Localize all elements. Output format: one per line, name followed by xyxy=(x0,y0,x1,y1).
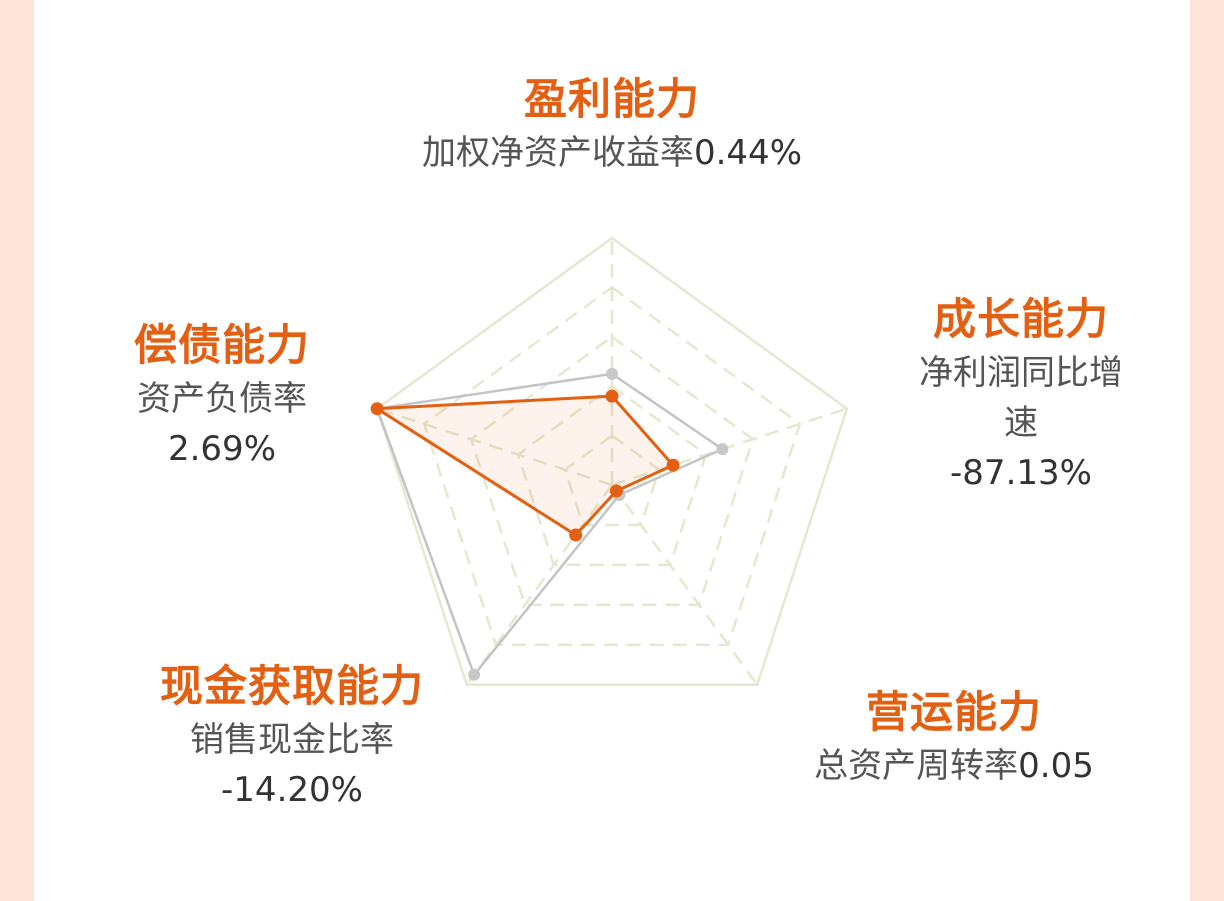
series-1-point-1 xyxy=(716,443,729,456)
grid-spoke-1 xyxy=(611,407,848,487)
series-0-area xyxy=(375,394,675,537)
operation-title: 营运能力 xyxy=(866,688,1042,738)
profit-metric-name: 加权净资产收益率 xyxy=(421,133,694,173)
operation-value: 0.05 xyxy=(1018,746,1094,786)
cash-label: 现金获取能力 销售现金比率 -14.20% xyxy=(112,659,472,815)
grid-spoke-3 xyxy=(465,484,614,686)
cash-title: 现金获取能力 xyxy=(160,662,424,712)
cash-value: -14.20% xyxy=(221,770,363,810)
series-0-point-4 xyxy=(370,402,384,416)
grid-ring-3 xyxy=(469,335,755,607)
series-0-point-2 xyxy=(609,484,623,498)
series-0-point-1 xyxy=(666,458,680,472)
operation-metric: 总资产周转率0.05 xyxy=(744,741,1164,791)
grid-ring-5 xyxy=(375,236,849,687)
grid-spoke-4 xyxy=(376,407,613,487)
growth-label: 成长能力 净利润同比增 速 -87.13% xyxy=(876,292,1166,498)
growth-metric-line2: 速 xyxy=(1004,403,1038,443)
growth-value: -87.13% xyxy=(950,453,1092,493)
profit-value: 0.44% xyxy=(693,133,802,173)
grid-ring-4 xyxy=(422,285,802,647)
operation-label: 营运能力 总资产周转率0.05 xyxy=(744,685,1164,791)
series-1-point-3 xyxy=(468,668,481,681)
solvency-title: 偿债能力 xyxy=(134,321,310,371)
profit-metric: 加权净资产收益率0.44% xyxy=(312,128,912,178)
profit-title: 盈利能力 xyxy=(524,75,700,125)
series-1-area xyxy=(375,372,724,677)
series-1-point-0 xyxy=(606,367,618,380)
growth-title: 成长能力 xyxy=(933,295,1109,345)
grid-ring-2 xyxy=(516,384,708,567)
solvency-metric: 资产负债率 xyxy=(137,379,307,419)
grid-ring-1 xyxy=(563,434,661,527)
profit-label: 盈利能力 加权净资产收益率0.44% xyxy=(312,72,912,178)
solvency-label: 偿债能力 资产负债率 2.69% xyxy=(92,318,352,474)
cash-metric: 销售现金比率 xyxy=(190,720,394,760)
operation-metric-name: 总资产周转率 xyxy=(814,746,1019,786)
growth-metric-line1: 净利润同比增 xyxy=(919,353,1123,393)
series-0-point-0 xyxy=(605,389,619,403)
series-0-point-3 xyxy=(569,528,583,542)
grid-spoke-2 xyxy=(610,484,759,686)
solvency-value: 2.69% xyxy=(167,429,276,469)
